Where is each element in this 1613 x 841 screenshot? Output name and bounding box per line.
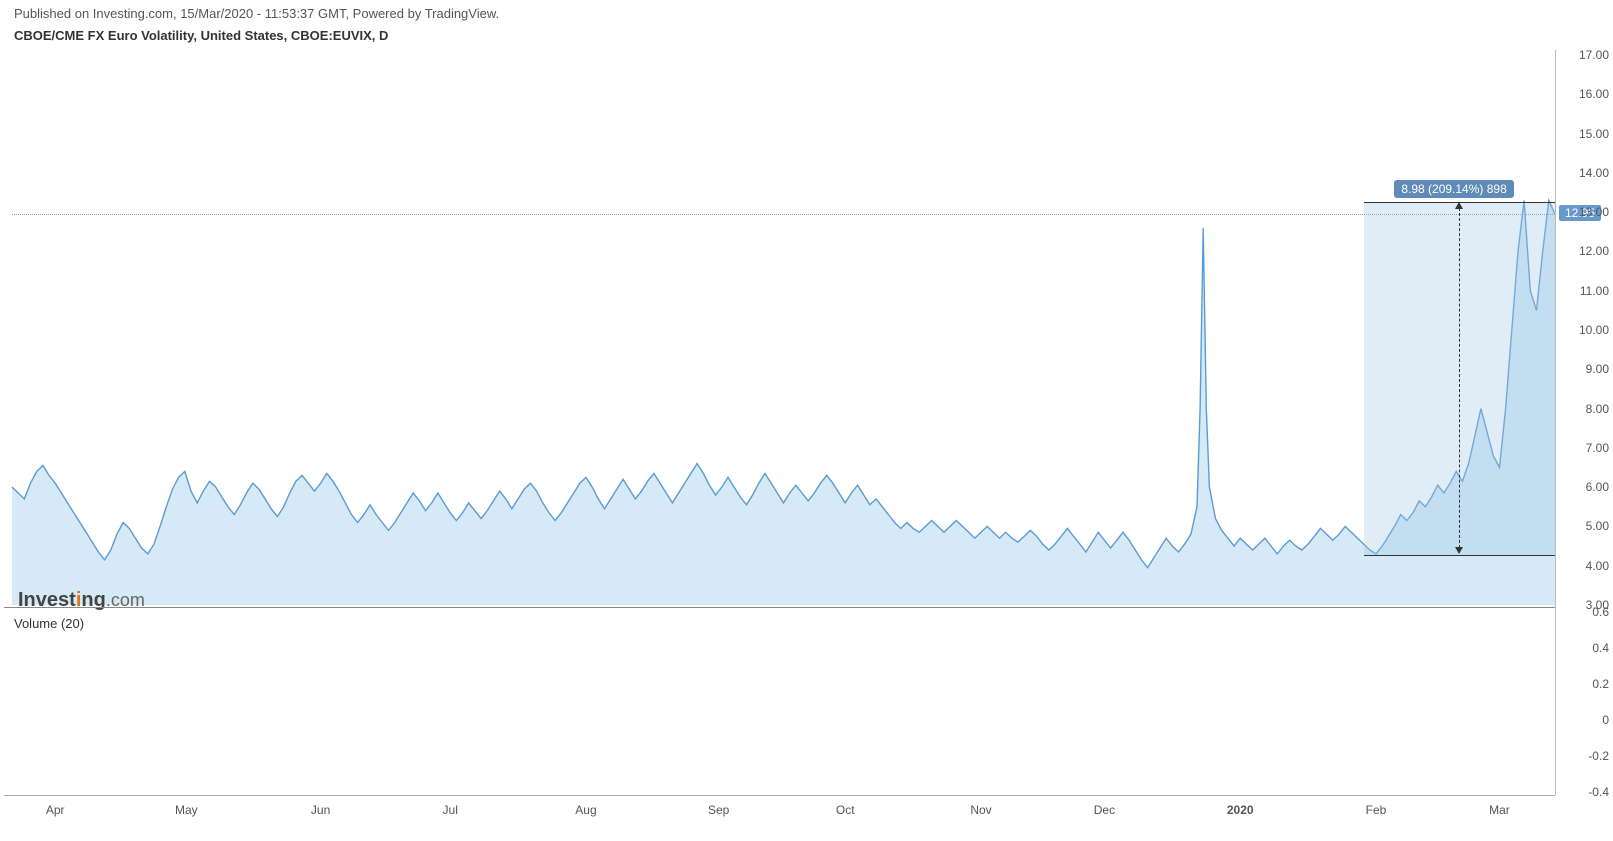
y-tick-label: 12.00	[1565, 244, 1609, 258]
y-axis-separator	[1555, 50, 1556, 795]
x-tick-label: Apr	[46, 803, 65, 817]
y-tick-label: 11.00	[1565, 284, 1609, 298]
y-tick-label: 14.00	[1565, 166, 1609, 180]
volume-y-tick-label: 0.2	[1565, 677, 1609, 691]
x-axis-divider	[4, 795, 1555, 796]
x-tick-label: Aug	[575, 803, 596, 817]
x-tick-label: Feb	[1366, 803, 1387, 817]
y-tick-label: 15.00	[1565, 127, 1609, 141]
x-tick-label: Oct	[836, 803, 855, 817]
volume-y-tick-label: 0.4	[1565, 641, 1609, 655]
y-tick-label: 4.00	[1565, 559, 1609, 573]
y-tick-label: 9.00	[1565, 362, 1609, 376]
measure-arrow-up	[1455, 202, 1463, 209]
y-tick-label: 5.00	[1565, 519, 1609, 533]
x-tick-label: 2020	[1227, 803, 1254, 817]
measure-arrow-down	[1455, 547, 1463, 554]
x-tick-label: Dec	[1094, 803, 1115, 817]
last-price-line	[12, 214, 1555, 215]
measure-arrow-line	[1459, 208, 1460, 548]
x-tick-label: Jun	[311, 803, 330, 817]
x-tick-label: Mar	[1489, 803, 1510, 817]
x-tick-label: Nov	[970, 803, 991, 817]
y-tick-label: 13.00	[1565, 205, 1609, 219]
volume-y-tick-label: -0.2	[1565, 749, 1609, 763]
y-tick-label: 10.00	[1565, 323, 1609, 337]
y-tick-label: 6.00	[1565, 480, 1609, 494]
volume-y-tick-label: -0.4	[1565, 785, 1609, 799]
watermark-logo: Investing.com	[18, 589, 145, 612]
x-tick-label: Sep	[708, 803, 729, 817]
y-tick-label: 17.00	[1565, 48, 1609, 62]
volume-label: Volume (20)	[14, 616, 84, 631]
price-chart[interactable]	[0, 0, 1555, 607]
volume-y-tick-label: 0.6	[1565, 605, 1609, 619]
y-tick-label: 16.00	[1565, 87, 1609, 101]
y-tick-label: 7.00	[1565, 441, 1609, 455]
x-tick-label: Jul	[443, 803, 458, 817]
measure-label: 8.98 (209.14%) 898	[1394, 180, 1513, 198]
volume-y-tick-label: 0	[1565, 713, 1609, 727]
y-tick-label: 8.00	[1565, 402, 1609, 416]
pane-divider[interactable]	[4, 607, 1555, 608]
x-tick-label: May	[175, 803, 198, 817]
